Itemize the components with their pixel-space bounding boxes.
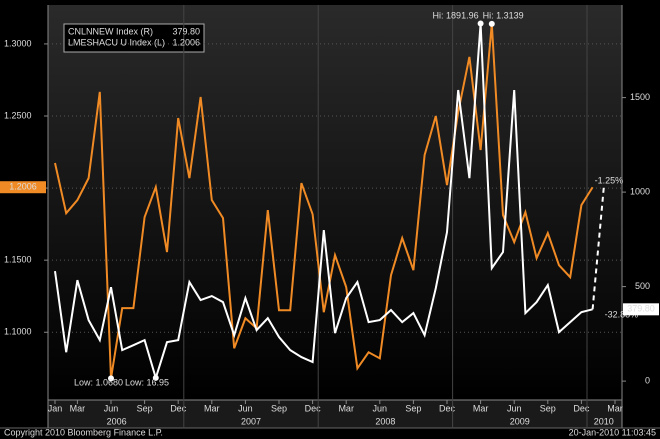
legend-label: CNLNNEW Index (R) [68,26,153,36]
y-tick-label: 1.2500 [4,110,32,120]
x-group-label: 2008 [375,416,395,426]
x-tick-label: Jun [238,403,253,413]
footer-right: 20-Jan-2010 11:03:45 [569,427,656,437]
x-tick-label: Dec [573,403,590,413]
x-tick-label: Mar [607,403,623,413]
y2-tick-label: 500 [635,281,650,291]
x-tick-label: Mar [70,403,86,413]
projection [591,187,605,310]
last-value-box [623,303,659,316]
x-tick-label: Sep [405,403,421,413]
x-tick-label: Sep [271,403,287,413]
x-tick-label: Mar [473,403,489,413]
last-value-label: 1.2006 [9,182,37,192]
y-tick-label: 1.1000 [4,327,32,337]
legend-value: 1.2006 [172,37,200,47]
y-tick-label: 1.1500 [4,255,32,265]
y2-tick-label: 0 [645,375,650,385]
extreme-dot [488,20,495,27]
x-tick-label: Jun [507,403,522,413]
x-tick-label: Sep [137,403,153,413]
legend-value: 379.80 [172,26,200,36]
annotation: -1.25% [595,176,624,186]
annotation: Hi: 1891.96 [433,10,479,20]
legend [63,23,205,53]
x-tick-label: Dec [170,403,187,413]
last-value-label: 379.80 [627,304,655,314]
x-group-label: 2006 [107,416,127,426]
x-tick-label: Sep [540,403,556,413]
x-tick-label: Jan [48,403,63,413]
series-line [54,23,593,382]
extreme-dot [152,374,159,381]
last-value-box [0,181,46,194]
annotation: -32.88% [605,310,639,320]
y2-tick-label: 1000 [630,186,650,196]
x-tick-label: Jun [373,403,388,413]
y2-tick-label: 1500 [630,92,650,102]
extreme-dot [477,20,484,27]
annotation: Low: 16.95 [125,377,169,387]
x-group-label: 2010 [594,416,614,426]
x-tick-label: Jun [104,403,119,413]
x-tick-label: Mar [204,403,220,413]
extreme-dot [108,375,114,382]
legend-label: LMESHACU U Index (L) [68,37,165,47]
x-group-label: 2009 [510,416,530,426]
x-axis-band [48,400,622,428]
series-line [54,23,594,379]
x-tick-label: Dec [439,403,456,413]
x-tick-label: Dec [305,403,322,413]
x-tick-label: Mar [338,403,354,413]
y-tick-label: 1.3000 [4,38,32,48]
annotation: Low: 1.0680 [74,377,123,387]
footer-left: Copyright 2010 Bloomberg Finance L.P. [4,427,163,437]
x-group-label: 2007 [241,416,261,426]
plot-area [48,5,622,400]
annotation: Hi: 1.3139 [483,10,524,20]
